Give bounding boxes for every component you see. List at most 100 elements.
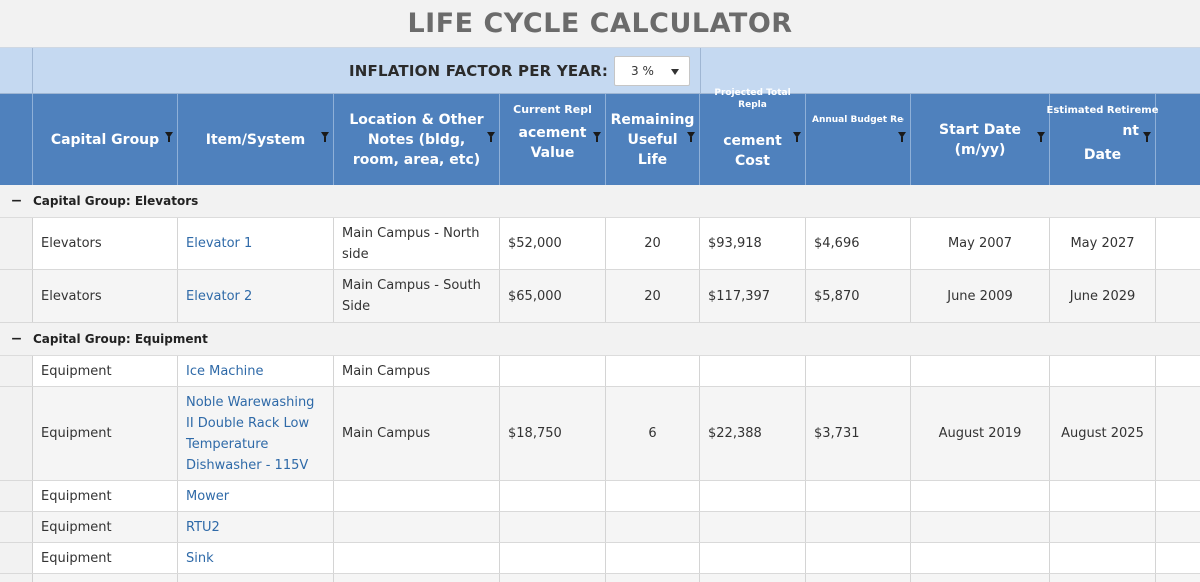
filter-icon[interactable] — [687, 132, 695, 142]
cell-remaining-life: 20 — [606, 270, 700, 322]
cell-item-link[interactable]: RTU2 — [178, 512, 334, 542]
header-start-date[interactable]: Start Date (m/yy) — [911, 94, 1050, 185]
cell-current-value — [500, 512, 606, 542]
cell-projected-cost: $117,397 — [700, 270, 806, 322]
header-current-replacement-value[interactable]: Current Repl acement Value — [500, 94, 606, 185]
cell-start-date — [911, 543, 1050, 573]
cell-projected-cost — [700, 481, 806, 511]
cell-current-value — [500, 356, 606, 386]
cell-capital-group: Equipment — [33, 512, 178, 542]
row-gutter — [0, 574, 33, 582]
header-label-top: Estimated Retireme — [1046, 104, 1159, 116]
row-gutter — [0, 543, 33, 573]
cell-annual-budget — [806, 512, 911, 542]
header-remaining-life[interactable]: Remaining Useful Life — [606, 94, 700, 185]
cell-start-date: June 2009 — [911, 270, 1050, 322]
divider — [700, 48, 701, 94]
cell-annual-budget: $5,870 — [806, 270, 911, 322]
cell-retire-date: August 2025 — [1050, 387, 1156, 480]
cell-location: Main Campus - South Side — [334, 270, 500, 322]
header-label-top: Current Repl — [513, 102, 592, 116]
cell-location: Main Campus - North side — [334, 218, 500, 269]
header-label-bottom: cement Cost — [723, 132, 782, 169]
cell-start-date — [911, 481, 1050, 511]
cell-retire-date — [1050, 481, 1156, 511]
header-label: Location & Other Notes (bldg, room, area… — [349, 111, 484, 168]
filter-icon[interactable] — [321, 132, 329, 142]
cell-retire-date: June 2029 — [1050, 270, 1156, 322]
cell-projected-cost — [700, 356, 806, 386]
filter-icon[interactable] — [487, 132, 495, 142]
cell-projected-cost — [700, 512, 806, 542]
table-row[interactable]: Elevators Elevator 1 Main Campus - North… — [0, 218, 1200, 270]
filter-icon[interactable] — [165, 132, 173, 142]
header-label-top: Projected Total Repla — [714, 87, 791, 110]
table-row[interactable]: Equipment Ice Machine Main Campus — [0, 356, 1200, 387]
cell-item-link[interactable]: Sink — [178, 543, 334, 573]
table-row[interactable]: Equipment Sink — [0, 543, 1200, 574]
filter-icon[interactable] — [1143, 132, 1151, 142]
inflation-label: INFLATION FACTOR PER YEAR: — [349, 62, 609, 80]
cell-item-link — [178, 574, 334, 582]
table-row[interactable]: Equipment Noble Warewashing II Double Ra… — [0, 387, 1200, 481]
row-gutter — [0, 481, 33, 511]
cell-location — [334, 481, 500, 511]
inflation-value: 3 % — [631, 64, 654, 78]
cell-item-link[interactable]: Noble Warewashing II Double Rack Low Tem… — [178, 387, 334, 480]
cell-retire-date — [1050, 512, 1156, 542]
cell-start-date: August 2019 — [911, 387, 1050, 480]
collapse-icon[interactable]: − — [10, 193, 23, 209]
table-row[interactable]: Equipment RTU2 — [0, 512, 1200, 543]
header-extra — [1156, 94, 1200, 185]
cell-projected-cost: $22,388 — [700, 387, 806, 480]
cell-capital-group: Equipment — [33, 356, 178, 386]
header-annual-budget[interactable]: Annual Budget Requireme — [806, 94, 911, 185]
inflation-factor-select[interactable]: 3 % — [614, 56, 690, 86]
header-location[interactable]: Location & Other Notes (bldg, room, area… — [334, 94, 500, 185]
table-header: Capital Group Item/System Location & Oth… — [0, 88, 1200, 185]
cell-annual-budget — [806, 574, 911, 582]
filter-icon[interactable] — [1037, 132, 1045, 142]
header-label-mid: nt — [1122, 122, 1139, 139]
cell-item-link[interactable]: Elevator 2 — [178, 270, 334, 322]
cell-location: Main Campus — [334, 356, 500, 386]
header-label-bottom: Date — [1083, 146, 1122, 163]
cell-annual-budget — [806, 481, 911, 511]
cell-start-date: May 2007 — [911, 218, 1050, 269]
cell-start-date — [911, 574, 1050, 582]
header-label: Capital Group — [50, 131, 160, 148]
cell-projected-cost: $93,918 — [700, 218, 806, 269]
group-label: Capital Group: Elevators — [33, 194, 199, 208]
table-row[interactable]: Equipment Mower — [0, 481, 1200, 512]
cell-remaining-life — [606, 543, 700, 573]
cell-location: Main Campus — [334, 387, 500, 480]
collapse-icon[interactable]: − — [10, 331, 23, 347]
cell-capital-group: Elevators — [33, 218, 178, 269]
header-capital-group[interactable]: Capital Group — [33, 94, 178, 185]
cell-capital-group: Equipment — [33, 481, 178, 511]
cell-annual-budget — [806, 356, 911, 386]
cell-remaining-life: 20 — [606, 218, 700, 269]
row-gutter — [0, 512, 33, 542]
header-gutter — [0, 94, 33, 185]
filter-icon[interactable] — [593, 132, 601, 142]
cell-item-link[interactable]: Elevator 1 — [178, 218, 334, 269]
table-row[interactable]: Elevators Elevator 2 Main Campus - South… — [0, 270, 1200, 323]
cell-remaining-life — [606, 574, 700, 582]
cell-current-value: $65,000 — [500, 270, 606, 322]
header-projected-cost[interactable]: Projected Total Repla cement Cost — [700, 88, 806, 185]
cell-item-link[interactable]: Mower — [178, 481, 334, 511]
cell-current-value — [500, 543, 606, 573]
title-bar: LIFE CYCLE CALCULATOR — [0, 0, 1200, 48]
cell-item-link[interactable]: Ice Machine — [178, 356, 334, 386]
cell-annual-budget: $3,731 — [806, 387, 911, 480]
header-item-system[interactable]: Item/System — [178, 94, 334, 185]
header-estimated-retirement[interactable]: Estimated Retireme nt Date — [1046, 94, 1159, 185]
cell-current-value: $18,750 — [500, 387, 606, 480]
group-row-equipment: − Capital Group: Equipment — [0, 323, 1200, 356]
page-title: LIFE CYCLE CALCULATOR — [407, 8, 793, 39]
cell-projected-cost — [700, 543, 806, 573]
filter-icon[interactable] — [898, 132, 906, 142]
cell-retire-date — [1050, 356, 1156, 386]
filter-icon[interactable] — [793, 132, 801, 142]
